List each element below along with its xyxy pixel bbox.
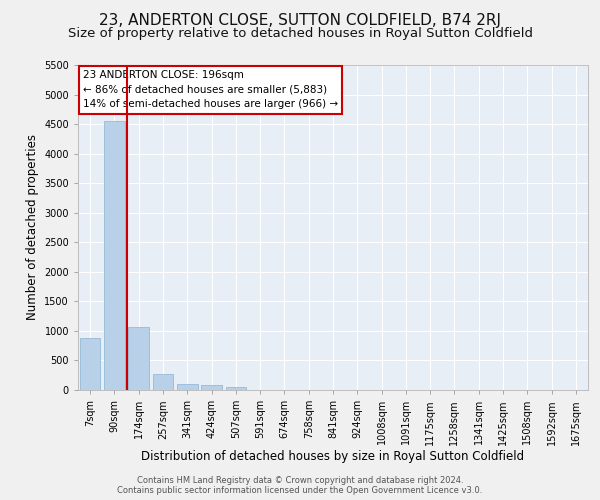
Y-axis label: Number of detached properties: Number of detached properties	[26, 134, 38, 320]
Bar	[226, 387, 246, 390]
Bar	[104, 121, 125, 390]
Text: Contains HM Land Registry data © Crown copyright and database right 2024.
Contai: Contains HM Land Registry data © Crown c…	[118, 476, 482, 495]
Text: 23, ANDERTON CLOSE, SUTTON COLDFIELD, B74 2RJ: 23, ANDERTON CLOSE, SUTTON COLDFIELD, B7…	[99, 12, 501, 28]
X-axis label: Distribution of detached houses by size in Royal Sutton Coldfield: Distribution of detached houses by size …	[142, 450, 524, 463]
Bar	[152, 374, 173, 390]
Bar	[128, 328, 149, 390]
Text: 23 ANDERTON CLOSE: 196sqm
← 86% of detached houses are smaller (5,883)
14% of se: 23 ANDERTON CLOSE: 196sqm ← 86% of detac…	[83, 70, 338, 110]
Bar	[177, 384, 197, 390]
Text: Size of property relative to detached houses in Royal Sutton Coldfield: Size of property relative to detached ho…	[67, 28, 533, 40]
Bar	[80, 338, 100, 390]
Bar	[201, 386, 222, 390]
